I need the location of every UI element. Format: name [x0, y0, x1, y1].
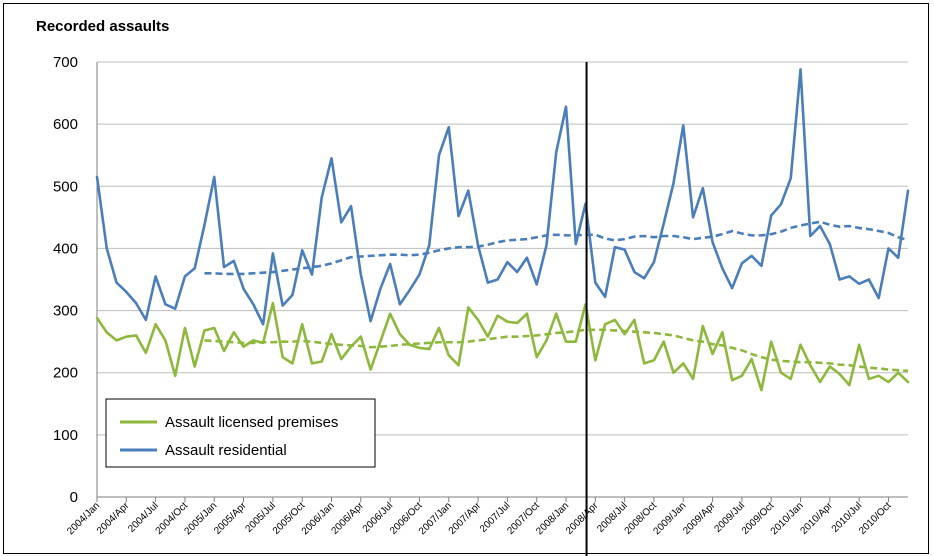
x-tick-label: 2010/Apr [798, 500, 835, 537]
y-tick-label: 600 [53, 116, 78, 133]
y-tick-label: 200 [53, 365, 78, 382]
x-tick-label: 2009/Apr [681, 500, 718, 537]
legend: Assault licensed premises Assault residen… [105, 398, 376, 468]
legend-box [105, 398, 376, 468]
chart-frame [3, 3, 929, 554]
y-tick-label: 400 [53, 240, 78, 257]
trend-line-licensed-premises [204, 328, 909, 373]
x-tick-label: 2004/Apr [95, 500, 132, 537]
legend-label: Assault licensed premises [165, 414, 338, 431]
y-tick-label: 700 [53, 54, 78, 71]
x-tick-label: 2006/Apr [329, 500, 366, 537]
x-tick-label: 2007/Apr [447, 500, 484, 537]
y-tick-label: 500 [53, 178, 78, 195]
x-tick-label: 2008/Apr [564, 500, 601, 537]
y-tick-label: 100 [53, 427, 78, 444]
series-line-licensed-premises [95, 301, 910, 392]
y-tick-label: 0 [70, 489, 78, 506]
x-tick-label: 2010/Oct [857, 500, 894, 537]
x-tick-label: 2005/Apr [212, 500, 249, 537]
chart-title: Recorded assaults [36, 18, 170, 35]
series-line-residential [95, 68, 910, 326]
legend-label: Assault residential [165, 442, 287, 459]
trend-line-residential [204, 220, 909, 276]
y-tick-label: 300 [53, 303, 78, 320]
